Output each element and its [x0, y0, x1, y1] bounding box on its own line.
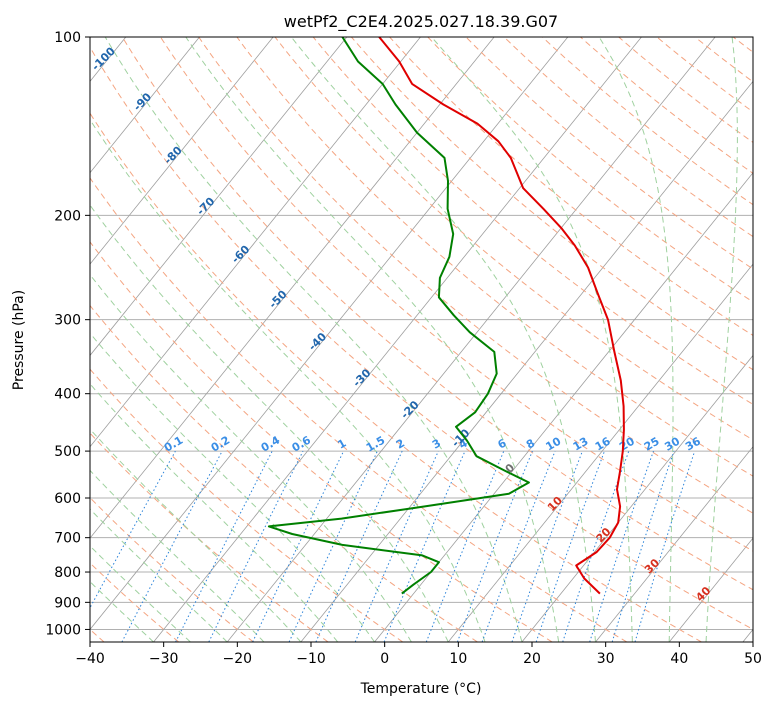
mixing-ratio-line — [288, 450, 378, 642]
dry-adiabat-line — [90, 112, 702, 642]
dry-adiabat-line — [90, 46, 753, 631]
mixing-ratio-line — [252, 450, 345, 642]
sounding-traces — [267, 37, 625, 595]
isotherm-line — [153, 37, 642, 642]
mixing-ratio-line — [354, 450, 439, 642]
dry-adiabat-line — [90, 304, 478, 642]
dry-adiabat-line — [580, 37, 753, 174]
y-tick-label: 400 — [54, 387, 81, 403]
x-tick-label: −40 — [75, 651, 105, 667]
x-axis-label: Temperature (°C) — [360, 681, 482, 697]
x-tick-label: 10 — [449, 651, 467, 667]
moist-adiabat-line — [90, 273, 412, 642]
dry-adiabat-line — [160, 37, 753, 552]
moist-adiabat-line — [598, 37, 674, 642]
isotherm-line — [447, 263, 753, 642]
moist-adiabat-line — [90, 204, 449, 642]
y-tick-label: 700 — [54, 531, 81, 547]
dry-adiabat-line — [274, 37, 753, 441]
isotherm-line — [226, 37, 716, 642]
skewed-isotherms — [90, 37, 753, 642]
y-axis-ticks: 100 200 300 400 500 600 700 800 900 1000 — [45, 30, 90, 638]
isotherm-line — [90, 37, 421, 448]
y-axis-label: Pressure (hPa) — [11, 290, 27, 390]
dewpoint-line — [267, 37, 530, 595]
moist-adiabat-line — [185, 37, 560, 642]
y-tick-label: 200 — [54, 208, 81, 224]
moist-adiabat-line — [90, 118, 486, 642]
y-tick-label: 900 — [54, 595, 81, 611]
moist-adiabat-line — [90, 428, 302, 642]
mixing-ratio-line — [90, 450, 176, 609]
y-tick-label: 800 — [54, 565, 81, 581]
isotherm-line — [90, 37, 274, 265]
x-tick-label: 40 — [670, 651, 688, 667]
isotherm-line — [90, 37, 200, 174]
moist-adiabat-line — [90, 545, 191, 642]
mixing-ratio-line — [611, 450, 675, 642]
mixing-ratio-line — [208, 450, 304, 642]
moist-adiabats — [90, 37, 738, 642]
x-axis-ticks: −40 −30 −20 −10 0 10 20 30 40 50 — [75, 642, 762, 667]
moist-adiabat-line — [90, 469, 265, 642]
dry-adiabat-line — [236, 37, 753, 477]
mixing-ratio-line — [535, 450, 605, 642]
y-tick-label: 300 — [54, 313, 81, 329]
moist-adiabat-line — [705, 37, 738, 642]
moist-adiabat-line — [90, 383, 339, 642]
mixing-ratio-line — [634, 450, 696, 642]
isotherm-line — [668, 537, 753, 642]
pressure-gridlines — [90, 37, 753, 630]
moist-adiabat-line — [290, 37, 596, 642]
dry-adiabat-line — [427, 37, 753, 303]
dry-adiabat-line — [389, 37, 753, 337]
x-tick-label: −30 — [149, 651, 179, 667]
x-tick-label: −10 — [296, 651, 326, 667]
x-tick-label: −20 — [223, 651, 253, 667]
x-tick-label: 30 — [597, 651, 615, 667]
isotherm-line — [90, 37, 569, 631]
y-tick-label: 600 — [54, 491, 81, 507]
dry-adiabat-line — [351, 37, 753, 371]
dry-adiabat-line — [198, 37, 753, 514]
mixing-ratio-line — [511, 450, 583, 642]
dry-adiabat-line — [90, 241, 553, 642]
isotherm-line — [300, 80, 753, 642]
isotherm-line — [374, 172, 753, 642]
chart-title: wetPf2_C2E4.2025.027.18.39.G07 — [284, 12, 558, 32]
mixing-ratio-line — [589, 450, 654, 642]
x-tick-label: 50 — [744, 651, 762, 667]
dry-adiabat-line — [90, 177, 628, 642]
moist-adiabat-line — [90, 332, 375, 642]
x-tick-label: 20 — [523, 651, 541, 667]
y-tick-label: 1000 — [45, 622, 81, 638]
dry-adiabat-line — [618, 37, 753, 143]
moist-adiabat-line — [104, 37, 523, 642]
isotherm-line — [595, 446, 753, 642]
x-tick-label: 0 — [380, 651, 389, 667]
isotherm-line — [90, 37, 348, 357]
mixing-ratio-line — [383, 450, 466, 642]
isotherm-line — [521, 354, 753, 642]
dry-adiabat-line — [541, 37, 753, 206]
plot-frame — [89, 36, 754, 643]
temperature-line — [378, 37, 625, 595]
y-tick-label: 100 — [54, 30, 81, 46]
y-tick-label: 500 — [54, 444, 81, 460]
isotherm-line — [90, 37, 495, 539]
moist-adiabat-line — [90, 580, 154, 642]
dry-adiabats — [90, 37, 753, 642]
dry-adiabat-line — [90, 496, 254, 642]
